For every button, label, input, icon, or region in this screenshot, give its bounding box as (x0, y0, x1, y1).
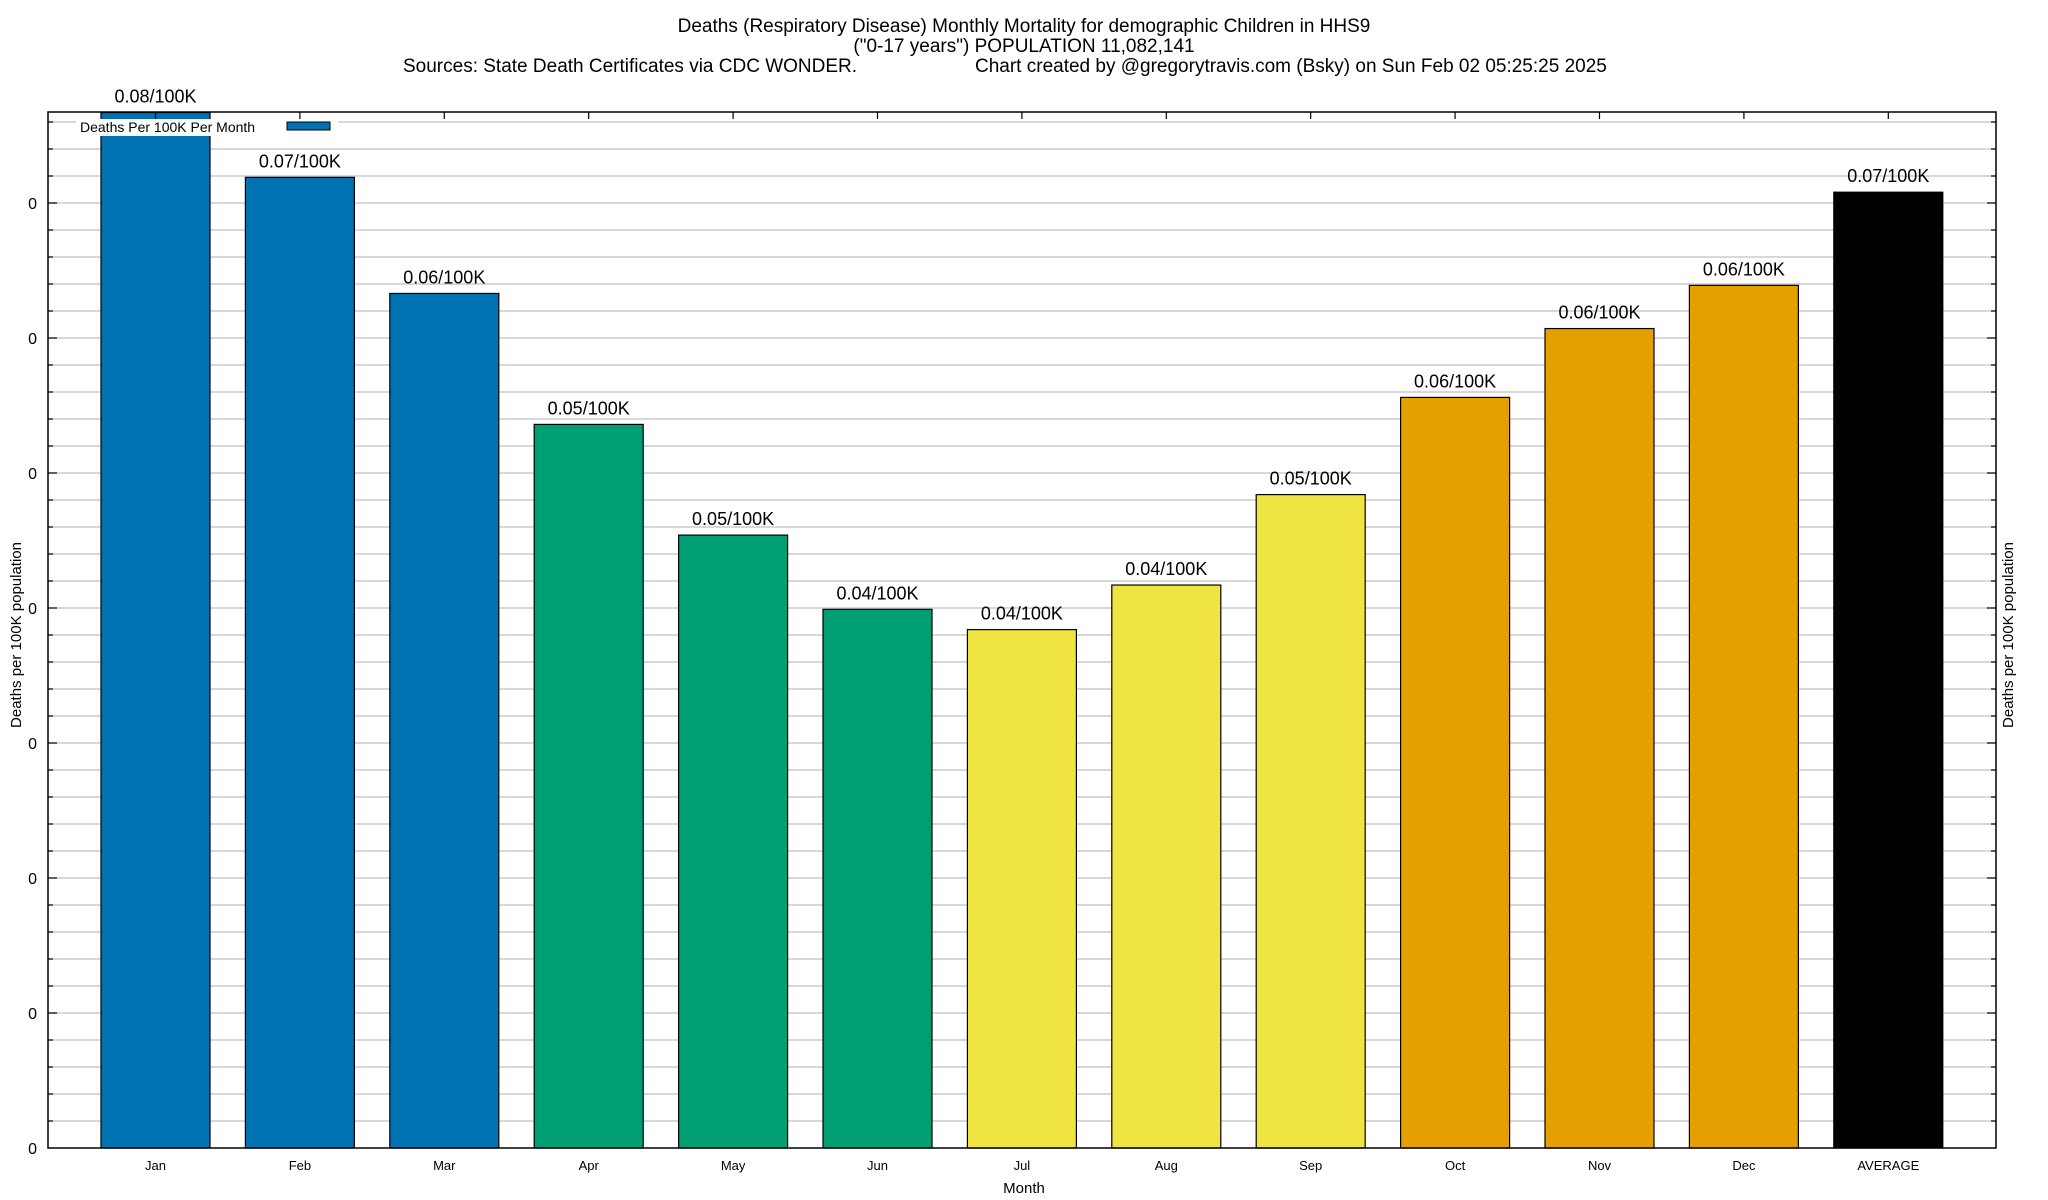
legend-background (76, 119, 338, 136)
data-label: 0.04/100K (1125, 559, 1207, 579)
bar-mar (389, 292, 500, 1149)
y-tick-labels: 0 0 0 0 0 0 0 0 (28, 196, 37, 1158)
x-tick-label: Feb (289, 1158, 311, 1173)
bar-dec (1688, 284, 1800, 1149)
legend: Deaths Per 100K Per Month (76, 119, 338, 136)
bar-aug (1111, 584, 1222, 1149)
chart-credit: Chart created by @gregorytravis.com (Bsk… (975, 56, 1607, 77)
data-label: 0.06/100K (1703, 259, 1785, 279)
x-axis-label: Month (1003, 1180, 1045, 1197)
x-tick-label: AVERAGE (1857, 1158, 1919, 1173)
bar-average (1833, 191, 1944, 1149)
bar-nov (1544, 327, 1655, 1149)
bar-sep (1255, 494, 1366, 1149)
x-tick-label: May (721, 1158, 746, 1173)
bar-jul (966, 628, 1078, 1149)
bar-jun (822, 608, 933, 1149)
x-tick-label: Aug (1155, 1158, 1178, 1173)
x-tick-label: Jul (1014, 1158, 1031, 1173)
data-labels: 0.08/100K 0.07/100K 0.06/100K 0.05/100K 0.05… (114, 87, 1929, 624)
bars (100, 111, 1944, 1149)
bar-feb (244, 176, 355, 1149)
x-tick-label: Apr (579, 1158, 600, 1173)
data-label: 0.05/100K (692, 509, 774, 529)
legend-swatch (286, 121, 331, 131)
bar-may (677, 534, 789, 1149)
data-label: 0.06/100K (403, 267, 485, 287)
data-label: 0.08/100K (114, 87, 196, 107)
data-label: 0.06/100K (1414, 371, 1496, 391)
chart-titles: Deaths (Respiratory Disease) Monthly Mor… (403, 16, 1607, 77)
data-label: 0.04/100K (836, 583, 918, 603)
x-tick-label: Jun (867, 1158, 888, 1173)
x-tick-label: Mar (433, 1158, 456, 1173)
data-label: 0.06/100K (1558, 303, 1640, 323)
chart-subtitle: ("0-17 years") POPULATION 11,082,141 (853, 36, 1194, 57)
x-tick-label: Jan (145, 1158, 166, 1173)
x-tick-label: Sep (1299, 1158, 1322, 1173)
data-label: 0.07/100K (1847, 166, 1929, 186)
chart-sources: Sources: State Death Certificates via CD… (403, 56, 857, 77)
data-label: 0.05/100K (548, 398, 630, 418)
y-tick-label: 0 (28, 736, 37, 753)
y-tick-label: 0 (28, 196, 37, 213)
chart-title: Deaths (Respiratory Disease) Monthly Mor… (678, 16, 1371, 37)
legend-label: Deaths Per 100K Per Month (80, 119, 255, 135)
bar-jan (100, 111, 211, 1149)
data-label: 0.05/100K (1270, 469, 1352, 489)
x-tick-label: Nov (1588, 1158, 1612, 1173)
y-tick-label: 0 (28, 1006, 37, 1023)
x-tick-label: Oct (1445, 1158, 1466, 1173)
category-labels: Jan Feb Mar Apr May Jun Jul Aug Sep Oct Nov Dec AVER… (145, 1158, 1920, 1173)
bar-oct (1399, 396, 1511, 1149)
y-axis-label: Deaths per 100K population (8, 542, 25, 728)
y-tick-label: 0 (28, 331, 37, 348)
data-label: 0.07/100K (259, 151, 341, 171)
bar-apr (533, 423, 644, 1149)
y-tick-label: 0 (28, 601, 37, 618)
x-tick-label: Dec (1732, 1158, 1756, 1173)
y-tick-label: 0 (28, 1141, 37, 1158)
data-label: 0.04/100K (981, 604, 1063, 624)
axis-ticks (48, 112, 1996, 1122)
y-tick-label: 0 (28, 871, 37, 888)
y-tick-label: 0 (28, 466, 37, 483)
y2-axis-label: Deaths per 100K population (2000, 542, 2017, 728)
